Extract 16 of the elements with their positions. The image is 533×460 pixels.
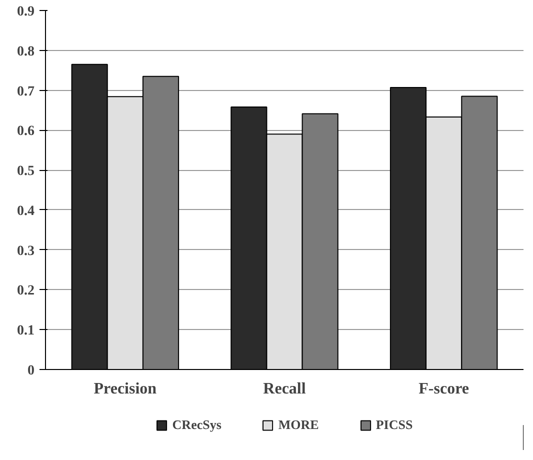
y-tick-label: 0.4 (17, 204, 34, 219)
x-tick-label: F-score (418, 380, 470, 398)
y-tick-label: 0.3 (17, 244, 34, 259)
x-tick-label: Recall (263, 380, 306, 398)
y-tick-label: 0.9 (17, 4, 34, 20)
y-tick-label: 0 (28, 364, 34, 378)
legend-label: MORE (278, 417, 319, 433)
y-tick-label: 0.2 (17, 284, 34, 299)
y-tick-label: 0.5 (17, 164, 34, 180)
legend-label: CRecSys (172, 417, 222, 433)
y-tick-label: 0.1 (17, 324, 34, 339)
y-tick-label: 0.8 (17, 44, 34, 60)
legend-label: PICSS (376, 417, 413, 433)
x-tick-label: Precision (94, 380, 157, 398)
y-tick-label: 0.7 (17, 84, 34, 100)
y-tick-label: 0.6 (17, 124, 34, 140)
